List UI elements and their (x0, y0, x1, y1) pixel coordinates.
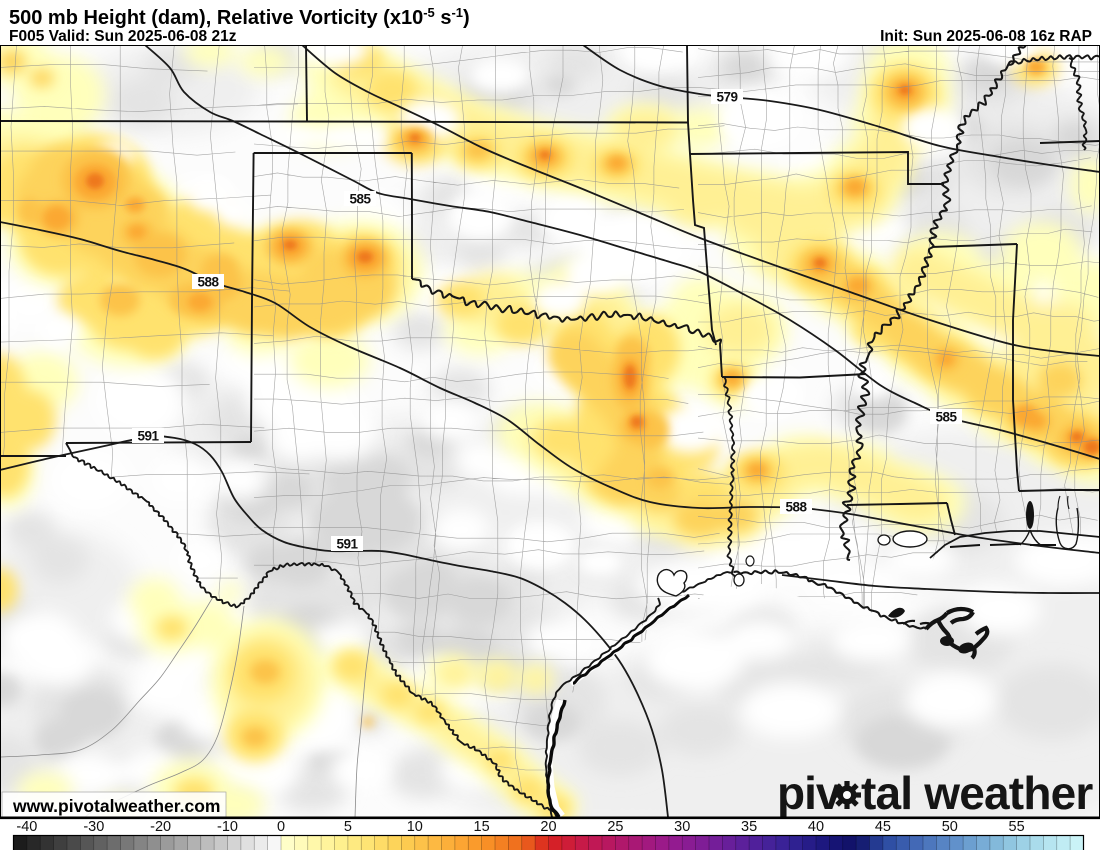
svg-text:-10: -10 (217, 819, 238, 835)
svg-text:40: 40 (808, 819, 824, 835)
svg-text:20: 20 (540, 819, 556, 835)
svg-text:tal weather: tal weather (861, 767, 1093, 819)
svg-text:588: 588 (785, 500, 807, 515)
svg-text:F005 Valid: Sun 2025-06-08 21z: F005 Valid: Sun 2025-06-08 21z (9, 28, 237, 45)
svg-text:591: 591 (137, 429, 159, 444)
svg-text:10: 10 (407, 819, 423, 835)
svg-text:30: 30 (674, 819, 690, 835)
svg-text:579: 579 (716, 90, 737, 105)
svg-text:585: 585 (349, 192, 371, 207)
svg-text:35: 35 (741, 819, 757, 835)
svg-text:500 mb Height (dam), Relative: 500 mb Height (dam), Relative Vorticity … (9, 5, 470, 29)
svg-text:45: 45 (875, 819, 891, 835)
svg-text:588: 588 (197, 275, 219, 290)
svg-text:585: 585 (935, 410, 957, 425)
svg-text:Init: Sun 2025-06-08 16z RAP: Init: Sun 2025-06-08 16z RAP (880, 28, 1092, 45)
svg-text:25: 25 (607, 819, 623, 835)
svg-text:0: 0 (277, 819, 285, 835)
svg-text:5: 5 (344, 819, 352, 835)
svg-text:591: 591 (336, 537, 358, 552)
svg-text:piv: piv (777, 767, 842, 819)
svg-text:-20: -20 (150, 819, 171, 835)
svg-text:-40: -40 (16, 819, 37, 835)
svg-text:15: 15 (474, 819, 490, 835)
svg-text:www.pivotalweather.com: www.pivotalweather.com (12, 796, 220, 816)
svg-text:50: 50 (942, 819, 958, 835)
svg-text:-30: -30 (83, 819, 104, 835)
svg-text:55: 55 (1009, 819, 1025, 835)
